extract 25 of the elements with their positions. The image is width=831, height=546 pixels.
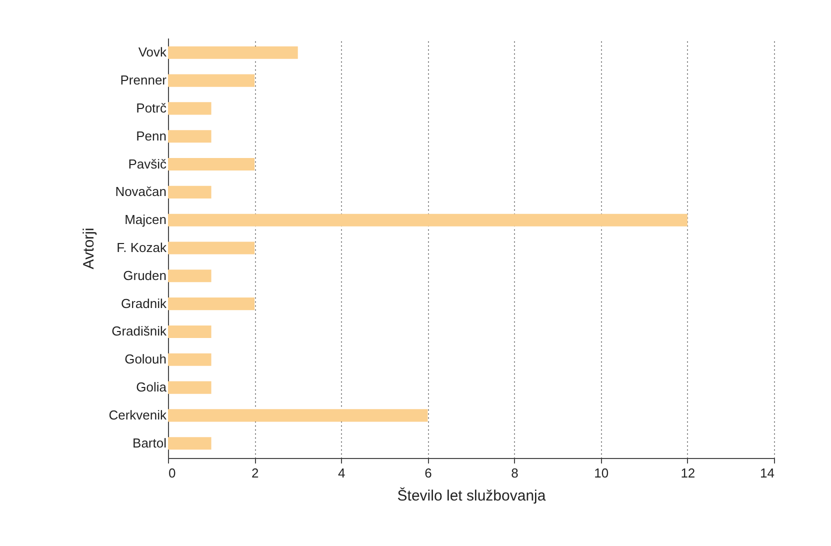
- x-tick-label: 8: [511, 466, 518, 480]
- x-tick-label: 10: [594, 466, 609, 480]
- y-axis-title: Avtorji: [80, 228, 98, 270]
- y-tick-label: Vovk: [138, 44, 167, 60]
- y-tick-label: Prenner: [120, 72, 168, 88]
- y-tick-label: Gradnik: [120, 296, 167, 311]
- y-tick-label: Cerkvenik: [108, 407, 167, 422]
- x-tick-label: 12: [680, 466, 696, 480]
- y-tick-label: Pavšič: [128, 156, 167, 172]
- y-tick-label: Bartol: [132, 435, 167, 450]
- y-tick-label: Gradišnik: [112, 324, 167, 339]
- y-tick-label: Majcen: [124, 212, 166, 228]
- y-tick-label: Potrč: [136, 100, 167, 116]
- x-tick-label: 6: [424, 466, 432, 480]
- x-tick-label: 14: [760, 466, 774, 480]
- x-tick-label: 0: [168, 466, 176, 480]
- y-tick-label: Gruden: [123, 268, 166, 283]
- y-tick-label: Novačan: [115, 184, 166, 200]
- x-tick-label: 4: [338, 466, 346, 480]
- x-tick-label: 2: [251, 466, 259, 480]
- x-axis-title: Število let službovanja: [397, 486, 546, 504]
- y-tick-label: Golouh: [124, 352, 166, 367]
- y-tick-label: F. Kozak: [116, 240, 167, 255]
- y-tick-label: Golia: [136, 380, 168, 395]
- y-tick-label: Penn: [136, 128, 166, 144]
